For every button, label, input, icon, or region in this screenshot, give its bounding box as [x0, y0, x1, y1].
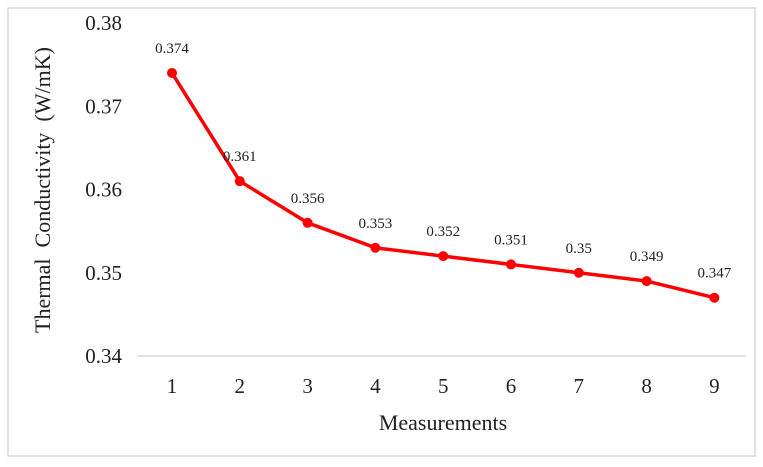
- data-point: [709, 292, 720, 303]
- x-tick-label: 9: [709, 374, 720, 398]
- y-tick-label: 0.34: [85, 344, 122, 368]
- data-label: 0.352: [426, 224, 460, 240]
- data-label: 0.35: [566, 241, 592, 257]
- data-point: [370, 242, 381, 253]
- x-tick-label: 5: [438, 374, 449, 398]
- y-tick-label: 0.38: [85, 11, 122, 35]
- data-label: 0.374: [155, 41, 189, 57]
- x-tick-label: 2: [235, 374, 246, 398]
- x-tick-label: 1: [167, 374, 178, 398]
- y-tick-label: 0.36: [85, 178, 122, 202]
- y-axis-label: Thermal Conductivity (W/mK): [30, 47, 55, 333]
- x-tick-label: 3: [302, 374, 313, 398]
- data-label: 0.353: [359, 216, 393, 232]
- data-label: 0.347: [698, 266, 732, 282]
- data-point: [438, 251, 449, 262]
- data-point: [506, 259, 516, 270]
- data-point: [641, 276, 652, 287]
- data-label: 0.351: [494, 232, 528, 248]
- data-label: 0.356: [291, 191, 325, 207]
- data-point: [302, 217, 313, 228]
- data-point: [167, 67, 177, 78]
- x-axis-label: Measurements: [379, 410, 507, 435]
- data-label: 0.349: [630, 249, 664, 265]
- x-tick-label: 6: [506, 374, 517, 398]
- data-label: 0.361: [223, 149, 257, 165]
- data-point: [573, 267, 584, 278]
- y-tick-label: 0.37: [85, 94, 122, 118]
- y-tick-label: 0.35: [85, 261, 122, 285]
- chart-border: [7, 7, 756, 457]
- x-tick-label: 7: [574, 374, 585, 398]
- x-tick-label: 4: [370, 374, 381, 398]
- data-point: [234, 176, 245, 187]
- x-tick-label: 8: [641, 374, 652, 398]
